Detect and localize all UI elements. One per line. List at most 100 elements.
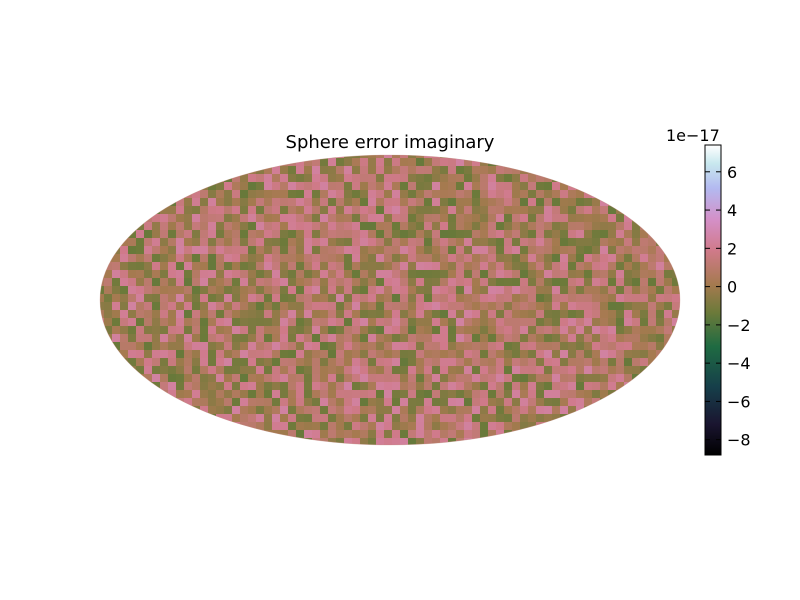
heatmap-cell <box>536 198 544 206</box>
heatmap-cell <box>592 414 600 422</box>
heatmap-cell <box>504 302 512 310</box>
heatmap-cell <box>400 318 408 326</box>
heatmap-cell <box>656 238 664 246</box>
heatmap-cell <box>472 318 480 326</box>
heatmap-cell <box>512 326 520 334</box>
heatmap-cell <box>352 438 360 445</box>
heatmap-cell <box>528 262 536 270</box>
heatmap-cell <box>616 158 624 166</box>
heatmap-cell <box>656 302 664 310</box>
heatmap-cell <box>312 318 320 326</box>
heatmap-cell <box>352 174 360 182</box>
heatmap-cell <box>232 294 240 302</box>
heatmap-cell <box>128 214 136 222</box>
heatmap-cell <box>648 278 656 286</box>
heatmap-cell <box>560 254 568 262</box>
heatmap-cell <box>488 366 496 374</box>
heatmap-cell <box>112 294 120 302</box>
heatmap-cell <box>280 350 288 358</box>
heatmap-cell <box>600 350 608 358</box>
heatmap-cell <box>176 318 184 326</box>
heatmap-cell <box>568 155 576 158</box>
heatmap-cell <box>176 214 184 222</box>
heatmap-cell <box>112 158 120 166</box>
heatmap-cell <box>648 422 656 430</box>
heatmap-cell <box>504 230 512 238</box>
heatmap-cell <box>168 446 176 454</box>
heatmap-cell <box>328 334 336 342</box>
heatmap-cell <box>504 270 512 278</box>
heatmap-cell <box>672 390 680 398</box>
heatmap-cell <box>552 155 560 158</box>
heatmap-cell <box>224 238 232 246</box>
heatmap-cell <box>144 422 152 430</box>
heatmap-cell <box>352 238 360 246</box>
heatmap-cell <box>568 438 576 445</box>
heatmap-cell <box>512 174 520 182</box>
heatmap-cell <box>240 198 248 206</box>
heatmap-cell <box>192 286 200 294</box>
heatmap-cell <box>480 358 488 366</box>
heatmap-cell <box>528 190 536 198</box>
heatmap-cell <box>552 366 560 374</box>
heatmap-cell <box>296 278 304 286</box>
heatmap-cell <box>472 206 480 214</box>
heatmap-cell <box>648 438 656 445</box>
heatmap-cell <box>400 238 408 246</box>
heatmap-cell <box>600 342 608 350</box>
heatmap-cell <box>104 198 112 206</box>
heatmap-cell <box>456 246 464 254</box>
heatmap-cell <box>680 262 688 270</box>
heatmap-cell <box>184 406 192 414</box>
heatmap-cell <box>296 254 304 262</box>
heatmap-cell <box>288 254 296 262</box>
heatmap-cell <box>528 238 536 246</box>
heatmap-cell <box>264 246 272 254</box>
heatmap-cell <box>648 318 656 326</box>
heatmap-cell <box>560 446 568 454</box>
heatmap-cell <box>528 310 536 318</box>
heatmap-cell <box>640 374 648 382</box>
heatmap-cell <box>100 238 104 246</box>
heatmap-cell <box>520 310 528 318</box>
heatmap-cell <box>240 158 248 166</box>
heatmap-cell <box>648 310 656 318</box>
heatmap-cell <box>576 278 584 286</box>
heatmap-cell <box>248 366 256 374</box>
heatmap-cell <box>392 270 400 278</box>
heatmap-cell <box>656 334 664 342</box>
heatmap-cell <box>640 222 648 230</box>
heatmap-cell <box>192 382 200 390</box>
heatmap-cell <box>520 390 528 398</box>
heatmap-cell <box>424 334 432 342</box>
heatmap-cell <box>584 350 592 358</box>
heatmap-cell <box>224 326 232 334</box>
heatmap-cell <box>448 262 456 270</box>
heatmap-cell <box>152 246 160 254</box>
heatmap-cell <box>184 318 192 326</box>
heatmap-cell <box>576 446 584 454</box>
heatmap-cell <box>248 430 256 438</box>
heatmap-cell <box>560 310 568 318</box>
heatmap-cell <box>224 390 232 398</box>
heatmap-cell <box>288 238 296 246</box>
heatmap-cell <box>608 222 616 230</box>
heatmap-cell <box>536 190 544 198</box>
heatmap-cell <box>520 318 528 326</box>
heatmap-cell <box>200 254 208 262</box>
heatmap-cell <box>224 155 232 158</box>
heatmap-cell <box>400 254 408 262</box>
heatmap-cell <box>520 374 528 382</box>
heatmap-cell <box>104 174 112 182</box>
heatmap-cell <box>560 214 568 222</box>
heatmap-cell <box>296 446 304 454</box>
heatmap-cell <box>584 214 592 222</box>
heatmap-cell <box>384 222 392 230</box>
heatmap-cell <box>208 230 216 238</box>
heatmap-cell <box>592 278 600 286</box>
heatmap-cell <box>400 270 408 278</box>
heatmap-cell <box>336 398 344 406</box>
heatmap-cell <box>328 238 336 246</box>
heatmap-cell <box>520 158 528 166</box>
heatmap-cell <box>624 190 632 198</box>
